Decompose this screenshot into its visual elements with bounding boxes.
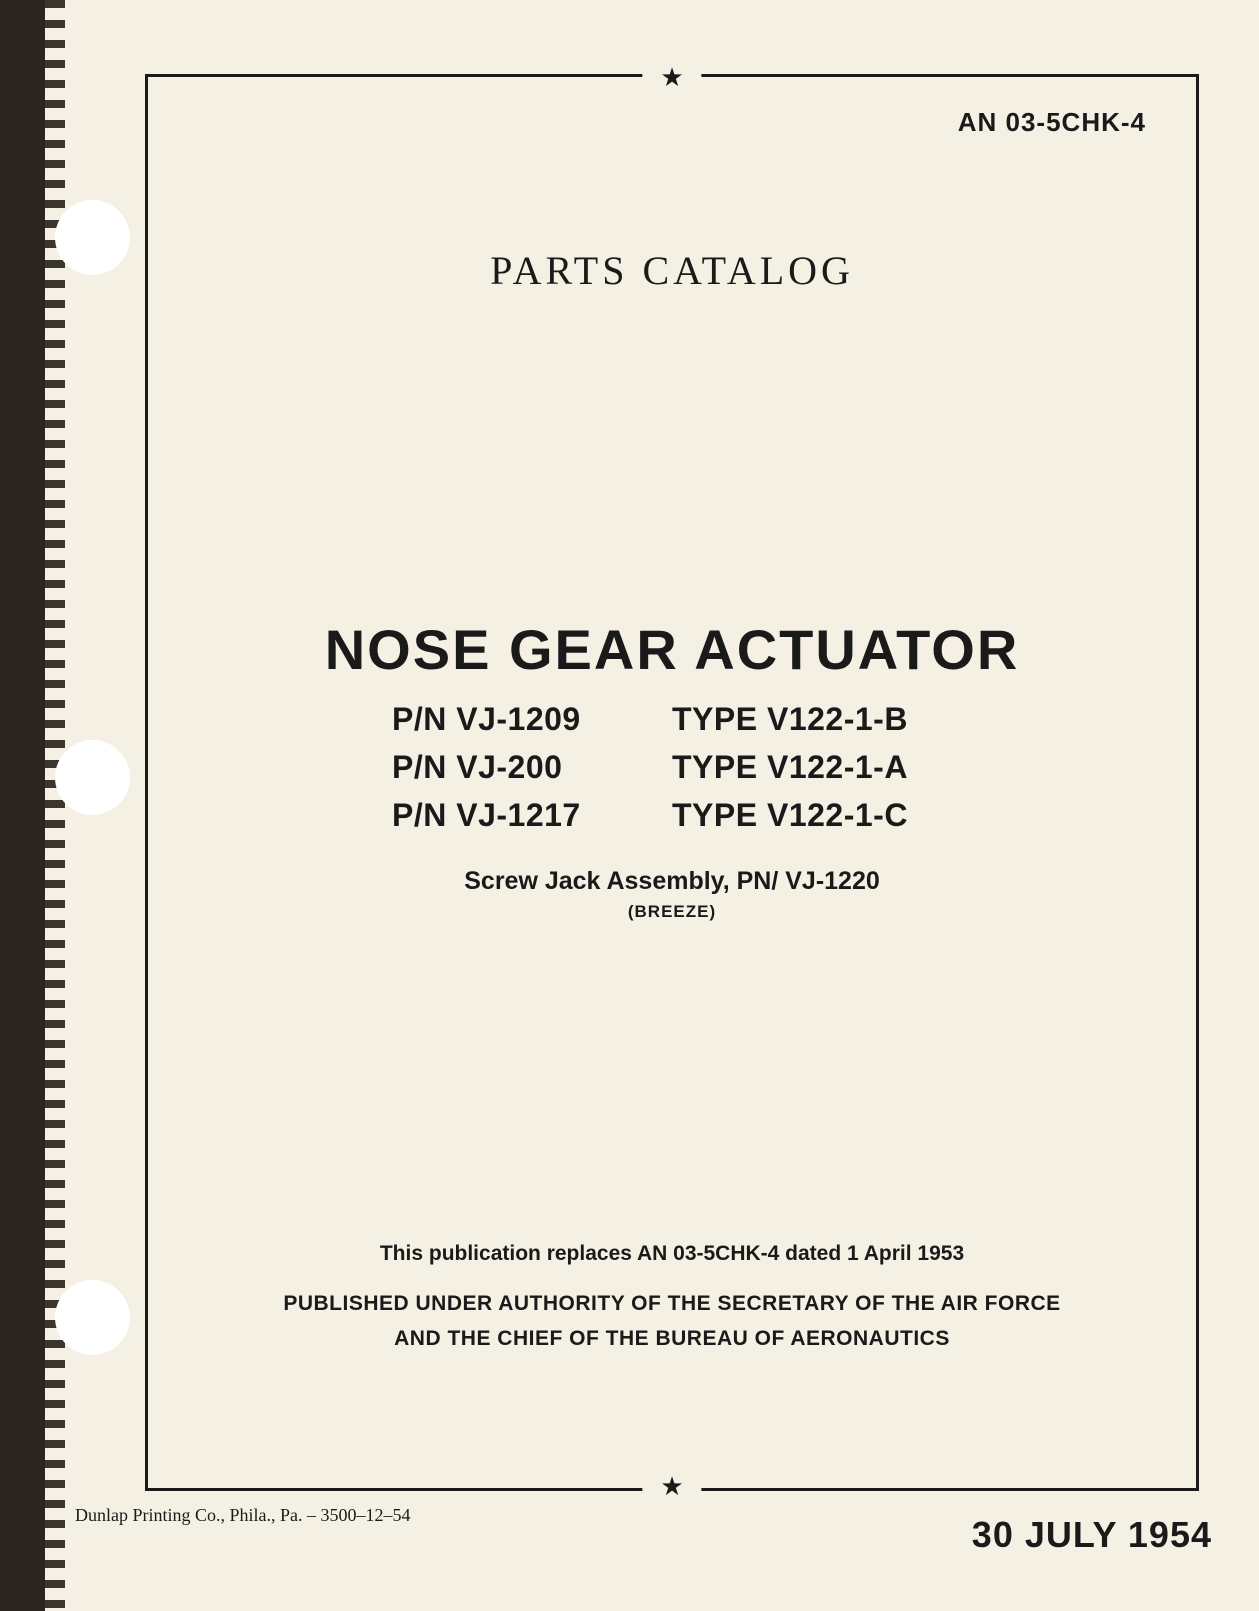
screw-jack-line: Screw Jack Assembly, PN/ VJ-1220 [148,867,1196,896]
punch-hole [55,200,130,275]
parts-row: P/N VJ-1209 TYPE V122-1-B [392,695,952,743]
authority-line-1: PUBLISHED UNDER AUTHORITY OF THE SECRETA… [148,1292,1196,1316]
left-margin [0,0,45,1611]
parts-row: P/N VJ-1217 TYPE V122-1-C [392,791,952,839]
content-frame: ★ ★ AN 03-5CHK-4 PARTS CATALOG NOSE GEAR… [145,74,1199,1491]
part-type: TYPE V122-1-A [672,743,952,791]
star-bottom-icon: ★ [642,1472,701,1502]
parts-row: P/N VJ-200 TYPE V122-1-A [392,743,952,791]
main-title: NOSE GEAR ACTUATOR [148,617,1196,682]
punch-hole [55,740,130,815]
replacement-note: This publication replaces AN 03-5CHK-4 d… [148,1242,1196,1266]
part-number: P/N VJ-1217 [392,791,672,839]
parts-table: P/N VJ-1209 TYPE V122-1-B P/N VJ-200 TYP… [392,695,952,839]
authority-line-2: AND THE CHIEF OF THE BUREAU OF AERONAUTI… [148,1327,1196,1351]
part-type: TYPE V122-1-C [672,791,952,839]
punch-hole [55,1280,130,1355]
catalog-title: PARTS CATALOG [148,247,1196,294]
part-type: TYPE V122-1-B [672,695,952,743]
printer-info: Dunlap Printing Co., Phila., Pa. – 3500–… [75,1505,411,1526]
page-container: ★ ★ AN 03-5CHK-4 PARTS CATALOG NOSE GEAR… [0,0,1259,1611]
star-top-icon: ★ [642,63,701,93]
publication-date: 30 JULY 1954 [972,1514,1212,1556]
manufacturer: (BREEZE) [148,902,1196,922]
part-number: P/N VJ-200 [392,743,672,791]
part-number: P/N VJ-1209 [392,695,672,743]
document-number: AN 03-5CHK-4 [958,107,1146,138]
